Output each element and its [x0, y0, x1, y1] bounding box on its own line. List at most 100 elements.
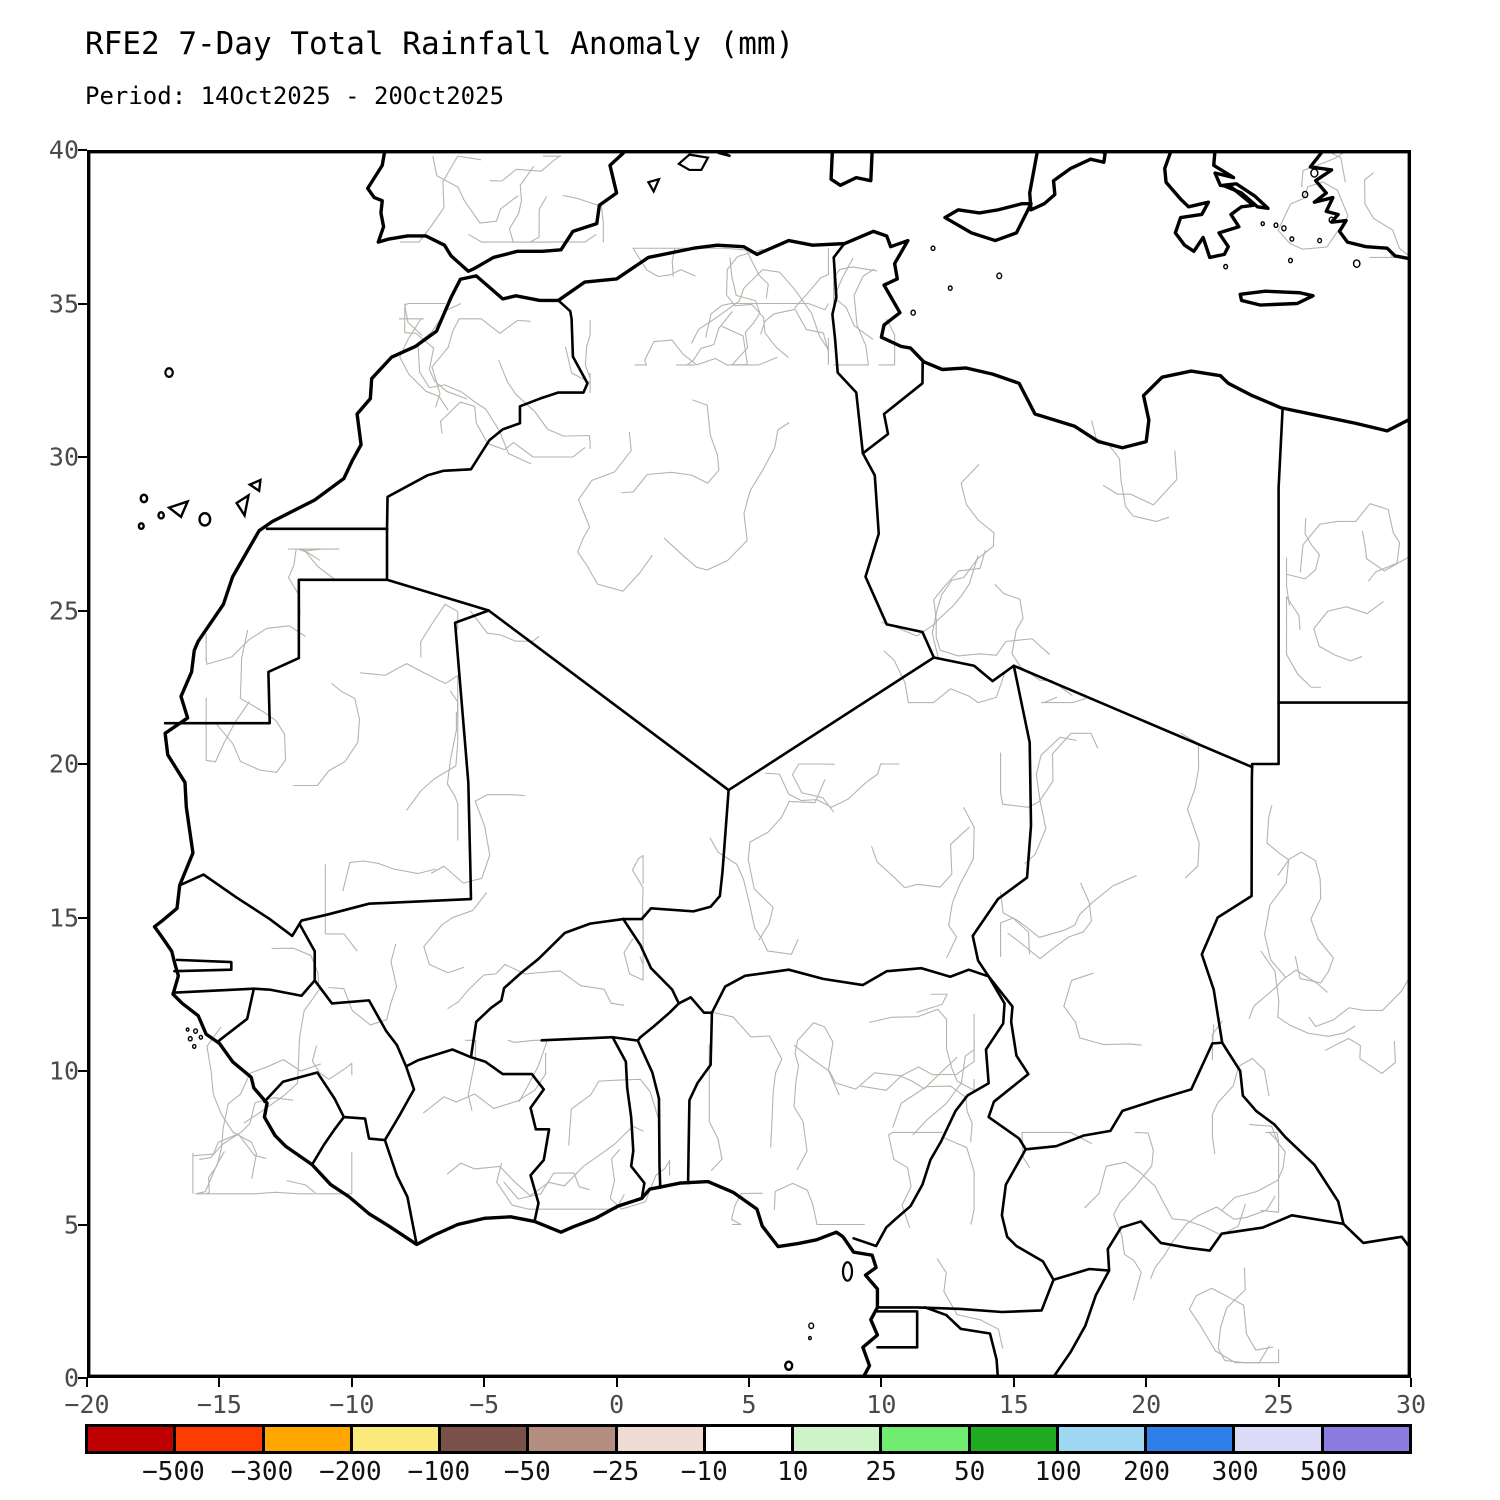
x-tick-mark: [1012, 1378, 1015, 1387]
colorbar-cell-mauve: [529, 1424, 618, 1454]
x-tick-label: 30: [1395, 1390, 1427, 1419]
admin-boundaries-path: [470, 611, 539, 641]
negative-anomaly-patches-path: [1374, 954, 1390, 972]
coastlines-path: [194, 1029, 198, 1033]
negative-anomaly-patches-path: [584, 1054, 603, 1075]
admin-boundaries-path: [497, 1163, 625, 1209]
positive-anomaly-patches-strong: [160, 168, 1319, 1296]
negative-anomaly-patches-strong-path: [888, 1189, 901, 1204]
negative-anomaly-patches-path: [360, 967, 394, 995]
negative-anomaly-patches-strong-path: [1386, 1266, 1405, 1287]
admin-boundaries-path: [1022, 1132, 1092, 1167]
admin-boundaries-path: [932, 464, 994, 659]
positive-anomaly-patches-strong-path: [1308, 208, 1319, 220]
negative-anomaly-patches-path: [1060, 603, 1068, 612]
admin-boundaries-path: [1001, 875, 1137, 937]
coastlines-path: [843, 1262, 852, 1280]
admin-boundaries-path: [399, 319, 448, 410]
positive-anomaly-patches-light-path: [1239, 1114, 1295, 1166]
very-positive-anomaly-patches-path: [1297, 217, 1309, 231]
admin-boundaries-path: [244, 948, 319, 1123]
admin-boundaries-path: [196, 1151, 315, 1193]
admin-boundaries-path: [466, 1040, 476, 1111]
positive-anomaly-patches-medium-path: [1204, 1056, 1236, 1084]
country-borders-path: [264, 1073, 343, 1118]
admin-boundaries-path: [423, 1053, 545, 1113]
y-tick-label: 30: [48, 442, 79, 472]
admin-boundaries-path: [343, 861, 436, 891]
admin-boundaries-path: [1212, 1021, 1222, 1060]
negative-anomaly-patches-strong-path: [1313, 1353, 1329, 1371]
x-tick-label: 15: [998, 1390, 1029, 1419]
admin-boundaries-path: [424, 893, 487, 973]
coastlines-path: [188, 1037, 192, 1041]
admin-boundaries-path: [1314, 602, 1384, 661]
country-borders-path: [613, 1037, 645, 1198]
coastlines-path: [1240, 291, 1313, 305]
country-borders-path: [832, 244, 862, 454]
admin-boundaries-path: [448, 964, 624, 1008]
admin-boundaries-path: [732, 1193, 763, 1224]
positive-anomaly-patches-strong-path: [762, 1169, 778, 1187]
coastlines-path: [200, 513, 211, 525]
x-tick-label: −20: [64, 1390, 110, 1419]
admin-boundaries-path: [1218, 1267, 1278, 1362]
colorbar-cell-lgreen: [794, 1424, 883, 1454]
admin-boundaries-path: [447, 1126, 643, 1195]
negative-anomaly-patches-path: [249, 1013, 265, 1031]
negative-anomaly-patches-path: [1228, 976, 1244, 994]
negative-anomaly-patches-strong-path: [805, 1117, 821, 1135]
coastlines-path: [169, 502, 188, 517]
admin-boundaries-path: [207, 1027, 257, 1179]
positive-anomaly-patches-medium: [161, 168, 1284, 1304]
admin-boundaries-path: [730, 257, 777, 364]
positive-anomaly-patches-strong-path: [848, 270, 858, 281]
admin-boundaries-path: [328, 944, 396, 1025]
colorbar-label: −500: [142, 1457, 205, 1487]
country-borders-path: [165, 580, 387, 723]
positive-anomaly-patches-strong-path: [444, 1132, 492, 1169]
coastlines-path: [237, 495, 249, 515]
negative-anomaly-patches-path: [309, 1043, 325, 1061]
colorbar-cell-orange: [264, 1424, 353, 1454]
positive-anomaly-patches-strong-path: [505, 1114, 521, 1132]
coastlines-path: [165, 368, 172, 377]
negative-anomaly-patches-path: [1220, 1350, 1260, 1378]
admin-boundaries-path: [1008, 883, 1092, 959]
positive-anomaly-patches-medium-path: [863, 294, 879, 309]
admin-boundaries-path: [1309, 975, 1411, 1026]
negative-anomaly-patches-path: [1301, 1100, 1320, 1121]
admin-boundaries-path: [499, 360, 590, 449]
negative-anomaly-patches-strong: [296, 150, 1404, 1376]
x-tick-mark: [218, 1378, 221, 1387]
colorbar-cell-lblue: [1058, 1424, 1148, 1454]
colorbar-label: 10: [777, 1457, 809, 1487]
x-tick-label: 20: [1131, 1390, 1162, 1419]
country-borders-path: [406, 1050, 549, 1222]
admin-boundaries-path: [421, 604, 458, 657]
x-tick-label: −5: [469, 1390, 500, 1419]
positive-anomaly-patches-medium-path: [817, 254, 823, 261]
country-borders-path: [1055, 1271, 1109, 1375]
negative-anomaly-patches-strong-path: [1366, 1246, 1382, 1264]
colorbar-cell-brown: [441, 1424, 530, 1454]
admin-boundaries-path: [765, 764, 899, 807]
positive-anomaly-patches-medium-path: [468, 503, 492, 521]
negative-anomaly-patches-strong-path: [866, 1347, 903, 1375]
country-borders-path: [385, 1140, 417, 1244]
coastlines-path: [945, 204, 1031, 241]
negative-anomaly-patches-path: [1042, 941, 1061, 962]
negative-anomaly-patches-path: [1285, 1030, 1304, 1051]
admin-boundaries-path: [944, 1138, 974, 1225]
x-tick-mark: [86, 1378, 88, 1387]
admin-boundaries-path: [1261, 1132, 1279, 1212]
very-positive-anomaly-patches-path: [860, 164, 871, 176]
y-tick-mark: [78, 302, 87, 305]
negative-anomaly-patches-path: [585, 933, 601, 951]
figure-title: RFE2 7-Day Total Rainfall Anomaly (mm): [85, 26, 795, 62]
admin-boundaries-path: [1249, 970, 1328, 1019]
negative-anomaly-patches-path: [214, 853, 230, 871]
country-borders-path: [387, 529, 489, 611]
admin-boundaries-path: [878, 319, 894, 365]
y-tick-label: 40: [48, 135, 79, 165]
